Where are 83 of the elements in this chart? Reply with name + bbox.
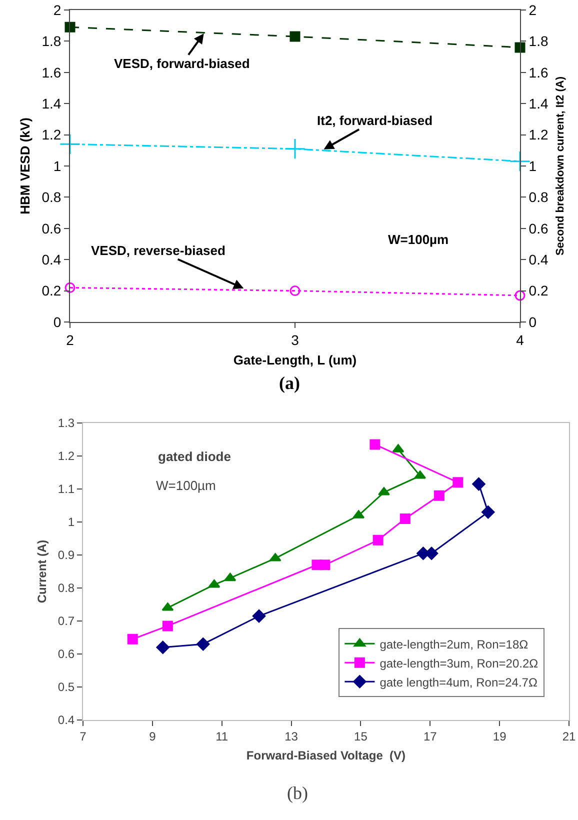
x-tick-label: 21 — [562, 729, 576, 744]
y2-tick-label: 0.2 — [528, 282, 548, 299]
y2-tick-label: 0.8 — [528, 189, 548, 206]
legend-label: gate-length=2um, Ron=18Ω — [380, 637, 528, 652]
y2-tick-label: 1.8 — [528, 33, 548, 50]
point — [290, 31, 300, 42]
point — [196, 638, 210, 651]
y-tick-label: 0.4 — [42, 252, 62, 268]
y-tick-label: 0.6 — [42, 220, 62, 236]
y2-tick-label: 0.4 — [528, 252, 548, 268]
point — [509, 150, 531, 172]
point — [224, 572, 236, 582]
y2-tick-label: 0.6 — [528, 220, 548, 236]
y-tick-label: 0.9 — [58, 548, 75, 562]
y-tick-label: 1 — [68, 515, 75, 530]
x-tick-label: 13 — [284, 729, 298, 744]
annotation: VESD, reverse-biased — [91, 243, 226, 258]
annotation: It2, forward-biased — [317, 113, 433, 128]
point — [290, 286, 300, 296]
point — [162, 620, 173, 632]
point — [372, 534, 384, 546]
point — [452, 477, 464, 488]
text: (b) — [287, 783, 308, 803]
text: (a) — [279, 373, 300, 393]
annotation: W=100µm — [388, 232, 449, 247]
y-tick-label: 1.6 — [42, 64, 62, 80]
x-tick-label: 11 — [216, 729, 228, 744]
y-tick-label: 0.4 — [58, 713, 75, 728]
x-tick-label: 17 — [423, 729, 438, 744]
y-tick-label: 0.8 — [42, 189, 62, 206]
point — [320, 560, 330, 570]
y-tick-label: 0.2 — [42, 282, 62, 299]
legend-label: gate-length=3um, Ron=20.2Ω — [380, 656, 538, 670]
point — [64, 282, 76, 293]
x-tick-label: 9 — [149, 729, 156, 744]
y-tick-label: 1.1 — [58, 482, 75, 496]
x-tick-label: 19 — [492, 729, 507, 744]
y-tick-label: 0.7 — [58, 614, 75, 628]
point — [127, 634, 138, 644]
annotation: VESD, forward-biased — [114, 56, 250, 71]
point — [59, 134, 81, 155]
point — [482, 506, 495, 519]
y-tick-label: 0 — [53, 314, 62, 330]
x-tick-label: 7 — [80, 729, 87, 744]
y-tick-label: 1 — [53, 158, 62, 174]
y-tick-label: 1.4 — [42, 96, 62, 112]
point — [284, 138, 306, 160]
point — [434, 490, 444, 501]
point — [514, 42, 526, 53]
point — [370, 439, 380, 450]
point — [400, 513, 410, 524]
y-tick-label: 1.3 — [58, 416, 75, 430]
y2-axis-title: Second breakdown current, It2 (A) — [554, 76, 567, 256]
y-tick-label: 2 — [53, 2, 62, 18]
y-tick-label: 1.8 — [42, 33, 62, 50]
legend-label: gate length=4um, Ron=24.7Ω — [380, 675, 538, 690]
x-axis-title: Forward-Biased Voltage (V) — [246, 748, 406, 762]
y2-tick-label: 2 — [528, 2, 537, 18]
y-tick-label: 0.8 — [58, 581, 75, 596]
y-axis-title: Current (A) — [35, 540, 50, 604]
point — [472, 477, 486, 491]
y-tick-label: 0.6 — [58, 647, 75, 662]
y2-tick-label: 0 — [528, 314, 537, 330]
point — [378, 487, 390, 496]
point — [252, 609, 266, 623]
y2-tick-label: 1.2 — [528, 126, 548, 143]
point — [514, 290, 526, 301]
x-tick-label: 15 — [354, 729, 368, 744]
y2-tick-label: 1 — [528, 158, 537, 174]
y2-tick-label: 1.6 — [528, 64, 548, 80]
point — [64, 22, 76, 32]
y-tick-label: 1.2 — [58, 449, 75, 464]
point — [156, 640, 170, 654]
y-tick-label: 1.2 — [42, 126, 62, 143]
point — [208, 579, 220, 588]
x-axis-title: Gate-Length, L (um) — [233, 352, 357, 368]
annotation: W=100µm — [156, 478, 216, 493]
x-tick-label: 4 — [516, 332, 524, 348]
annotation: gated diode — [158, 449, 231, 464]
y-tick-label: 0.5 — [58, 680, 75, 694]
x-tick-label: 3 — [291, 332, 300, 348]
y-axis-title: HBM VESD (kV) — [18, 118, 33, 214]
y2-tick-label: 1.4 — [528, 96, 548, 112]
